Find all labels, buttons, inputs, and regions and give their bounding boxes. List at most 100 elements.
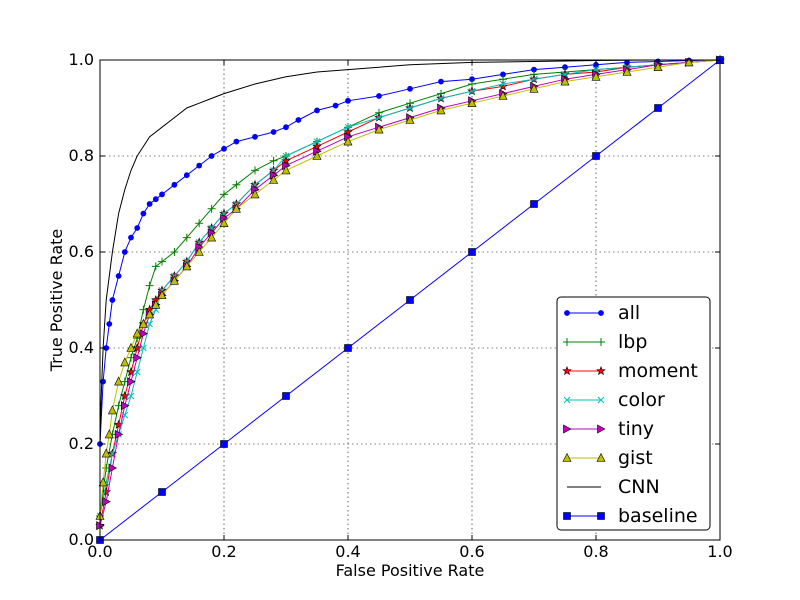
ticks: 0.0 0.2 0.4 0.6 0.8 1.0 0.0 0.2 0.4 0.6 0.8 1.0 <box>69 50 733 561</box>
data-point <box>406 104 414 112</box>
data-point <box>169 275 179 285</box>
data-point <box>126 342 136 352</box>
legend-label: gist <box>618 447 653 469</box>
data-point <box>120 357 130 367</box>
data-point <box>653 62 663 71</box>
data-point <box>207 204 216 213</box>
data-point <box>530 200 538 208</box>
data-point <box>374 124 384 134</box>
legend-entry-color: color <box>563 389 665 411</box>
data-point <box>436 105 446 115</box>
legend-entry-gist: gist <box>562 447 653 469</box>
data-point <box>438 78 444 85</box>
series-layer <box>95 54 725 544</box>
data-point <box>128 234 134 241</box>
data-point <box>591 71 601 81</box>
data-point <box>207 232 217 242</box>
legend-entry-lbp: lbp <box>563 331 647 353</box>
data-point <box>405 114 415 124</box>
data-point <box>139 305 148 314</box>
data-point <box>596 452 606 462</box>
series-gist <box>95 54 725 520</box>
series-line-tiny <box>99 59 721 526</box>
series-cnn <box>99 59 720 445</box>
legend-entry-all: all <box>564 302 640 324</box>
data-point <box>345 97 351 104</box>
y-tick-label: 0.6 <box>69 242 94 261</box>
data-point <box>376 93 382 99</box>
data-point <box>684 57 694 67</box>
legend-label: CNN <box>618 476 660 498</box>
data-point <box>182 233 191 242</box>
legend-label: tiny <box>618 418 654 440</box>
data-point <box>138 318 148 328</box>
data-point <box>140 344 147 352</box>
legend-label: lbp <box>618 331 647 353</box>
x-axis-label: False Positive Rate <box>336 561 485 580</box>
legend-label: moment <box>618 360 698 382</box>
data-point <box>252 133 258 140</box>
y-tick-label: 0.4 <box>69 338 94 357</box>
x-tick-label: 0.8 <box>583 542 608 561</box>
data-point <box>183 172 190 179</box>
data-point <box>344 123 352 131</box>
data-point <box>220 190 228 199</box>
data-point <box>597 338 605 346</box>
data-point <box>468 87 476 95</box>
series-line-color <box>99 59 721 517</box>
data-point <box>283 124 289 131</box>
y-tick-label: 0.2 <box>69 434 94 453</box>
data-point <box>159 191 165 198</box>
x-tick-label: 0.0 <box>87 542 112 561</box>
data-point <box>312 150 322 160</box>
series-line-lbp <box>99 59 721 517</box>
data-point <box>146 201 153 207</box>
data-point <box>104 429 114 439</box>
data-point <box>343 126 353 137</box>
data-point <box>158 488 166 496</box>
data-point <box>221 145 227 152</box>
data-point <box>145 309 155 319</box>
data-point <box>121 401 130 411</box>
data-point <box>208 153 215 159</box>
data-point <box>133 368 141 376</box>
data-point <box>101 486 111 497</box>
legend: all lbp moment color tiny gist CNN baseline <box>556 296 711 531</box>
data-point <box>145 281 154 290</box>
x-tick-label: 0.2 <box>211 542 236 561</box>
data-point <box>598 310 604 316</box>
legend-entry-moment: moment <box>562 360 698 382</box>
legend-entry-baseline: baseline <box>563 505 698 527</box>
x-tick-label: 1.0 <box>707 542 732 561</box>
data-point <box>194 246 204 256</box>
data-point <box>231 203 241 213</box>
legend-box <box>556 296 711 531</box>
data-point <box>269 156 278 165</box>
data-point <box>281 165 291 175</box>
data-point <box>344 344 352 352</box>
data-point <box>219 218 229 227</box>
data-point <box>269 174 279 184</box>
legend-label: baseline <box>618 505 698 527</box>
data-point <box>140 210 147 217</box>
data-point <box>406 296 414 304</box>
legend-entry-tiny: tiny <box>563 418 654 440</box>
data-point <box>171 181 178 188</box>
data-point <box>313 138 321 145</box>
data-point <box>106 321 113 327</box>
data-point <box>132 328 142 338</box>
data-point <box>563 512 571 520</box>
x-tick-label: 0.6 <box>459 542 484 561</box>
data-point <box>654 104 662 112</box>
legend-label: all <box>618 302 640 324</box>
data-point <box>102 497 111 507</box>
data-point <box>499 80 507 88</box>
data-point <box>233 138 240 145</box>
data-point <box>115 273 122 279</box>
data-point <box>121 249 128 255</box>
data-point <box>139 329 149 339</box>
data-point <box>151 262 160 271</box>
data-point <box>109 297 116 303</box>
data-point <box>564 310 570 316</box>
